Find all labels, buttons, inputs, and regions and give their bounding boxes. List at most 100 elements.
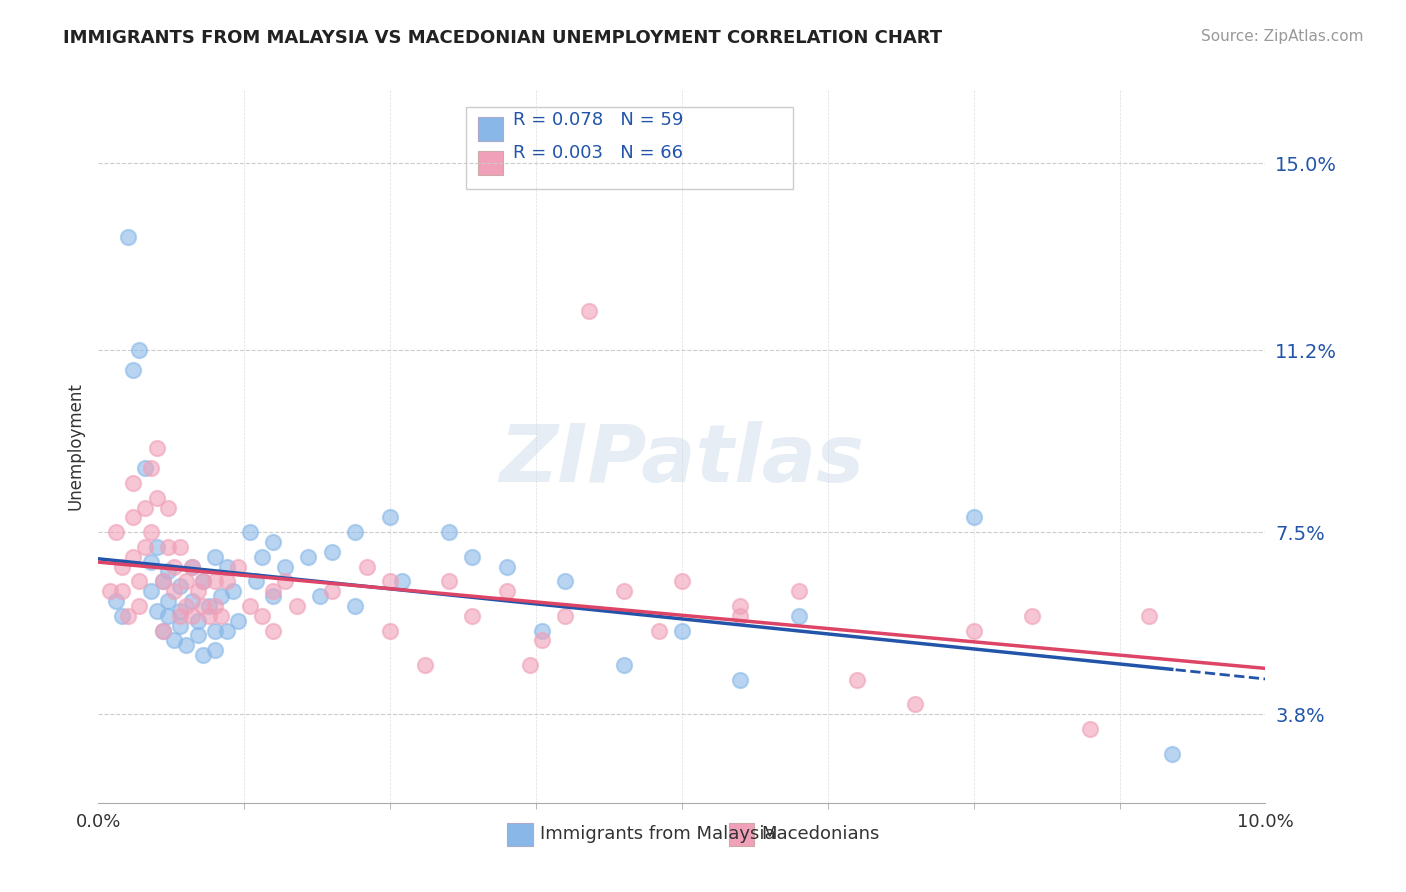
Point: [157, 608, 180, 623]
Point: [111, 584, 134, 599]
Point: [128, 574, 150, 589]
Point: [787, 584, 810, 599]
Point: [263, 584, 285, 599]
Point: [104, 594, 127, 608]
Point: [157, 594, 180, 608]
Point: [187, 628, 209, 642]
Point: [578, 303, 600, 318]
Point: [111, 608, 134, 623]
Point: [787, 608, 810, 623]
Point: [413, 658, 436, 673]
Point: [309, 589, 332, 603]
Point: [152, 624, 174, 638]
Point: [146, 442, 169, 456]
Point: [530, 624, 553, 638]
Point: [239, 525, 262, 540]
Point: [613, 584, 636, 599]
Point: [157, 565, 180, 579]
Point: [174, 638, 197, 652]
Point: [180, 559, 202, 574]
Point: [671, 574, 693, 589]
Point: [437, 525, 460, 540]
Point: [139, 584, 162, 599]
Point: [380, 574, 402, 589]
Point: [647, 624, 669, 638]
Point: [146, 604, 169, 618]
Point: [391, 574, 413, 589]
Point: [846, 673, 869, 687]
Point: [180, 608, 202, 623]
Point: [163, 633, 186, 648]
Point: [174, 574, 197, 589]
Bar: [508, 822, 533, 846]
Point: [263, 535, 285, 549]
Point: [344, 525, 367, 540]
Point: [461, 608, 484, 623]
Point: [163, 559, 186, 574]
Point: [180, 594, 202, 608]
Point: [321, 584, 343, 599]
Point: [134, 500, 156, 515]
Point: [117, 608, 139, 623]
Point: [730, 673, 752, 687]
Point: [250, 608, 273, 623]
Point: [297, 549, 319, 564]
Point: [169, 604, 191, 618]
Point: [146, 491, 169, 505]
Point: [169, 608, 191, 623]
Text: R = 0.078   N = 59: R = 0.078 N = 59: [513, 111, 683, 128]
Text: R = 0.003   N = 66: R = 0.003 N = 66: [513, 145, 683, 162]
Point: [198, 599, 221, 613]
Point: [274, 574, 297, 589]
Point: [174, 599, 197, 613]
Point: [228, 614, 250, 628]
Point: [228, 559, 250, 574]
Point: [204, 549, 226, 564]
Text: Macedonians: Macedonians: [761, 825, 880, 843]
Point: [204, 599, 226, 613]
Point: [152, 574, 174, 589]
Point: [122, 475, 145, 490]
Point: [263, 624, 285, 638]
Text: Source: ZipAtlas.com: Source: ZipAtlas.com: [1201, 29, 1364, 44]
Point: [250, 549, 273, 564]
Point: [380, 624, 402, 638]
Point: [204, 643, 226, 657]
Point: [263, 589, 285, 603]
Point: [152, 624, 174, 638]
Point: [530, 633, 553, 648]
Point: [613, 658, 636, 673]
Point: [187, 584, 209, 599]
Y-axis label: Unemployment: Unemployment: [66, 382, 84, 510]
Point: [169, 579, 191, 593]
Point: [193, 574, 215, 589]
Point: [1021, 608, 1043, 623]
Point: [962, 624, 984, 638]
Point: [157, 540, 180, 554]
Point: [209, 589, 232, 603]
Text: Immigrants from Malaysia: Immigrants from Malaysia: [540, 825, 775, 843]
Point: [122, 510, 145, 524]
Point: [163, 584, 186, 599]
Point: [169, 618, 191, 632]
Point: [134, 461, 156, 475]
Point: [962, 510, 984, 524]
Point: [128, 343, 150, 357]
Point: [204, 574, 226, 589]
Point: [193, 574, 215, 589]
Point: [139, 555, 162, 569]
Point: [344, 599, 367, 613]
Point: [193, 599, 215, 613]
Point: [187, 614, 209, 628]
Text: IMMIGRANTS FROM MALAYSIA VS MACEDONIAN UNEMPLOYMENT CORRELATION CHART: IMMIGRANTS FROM MALAYSIA VS MACEDONIAN U…: [63, 29, 942, 46]
Point: [204, 624, 226, 638]
Point: [134, 540, 156, 554]
Point: [671, 624, 693, 638]
Point: [1137, 608, 1160, 623]
Point: [122, 362, 145, 376]
Point: [496, 559, 519, 574]
Point: [169, 540, 191, 554]
Point: [245, 574, 267, 589]
Point: [461, 549, 484, 564]
Text: ZIPatlas: ZIPatlas: [499, 421, 865, 500]
